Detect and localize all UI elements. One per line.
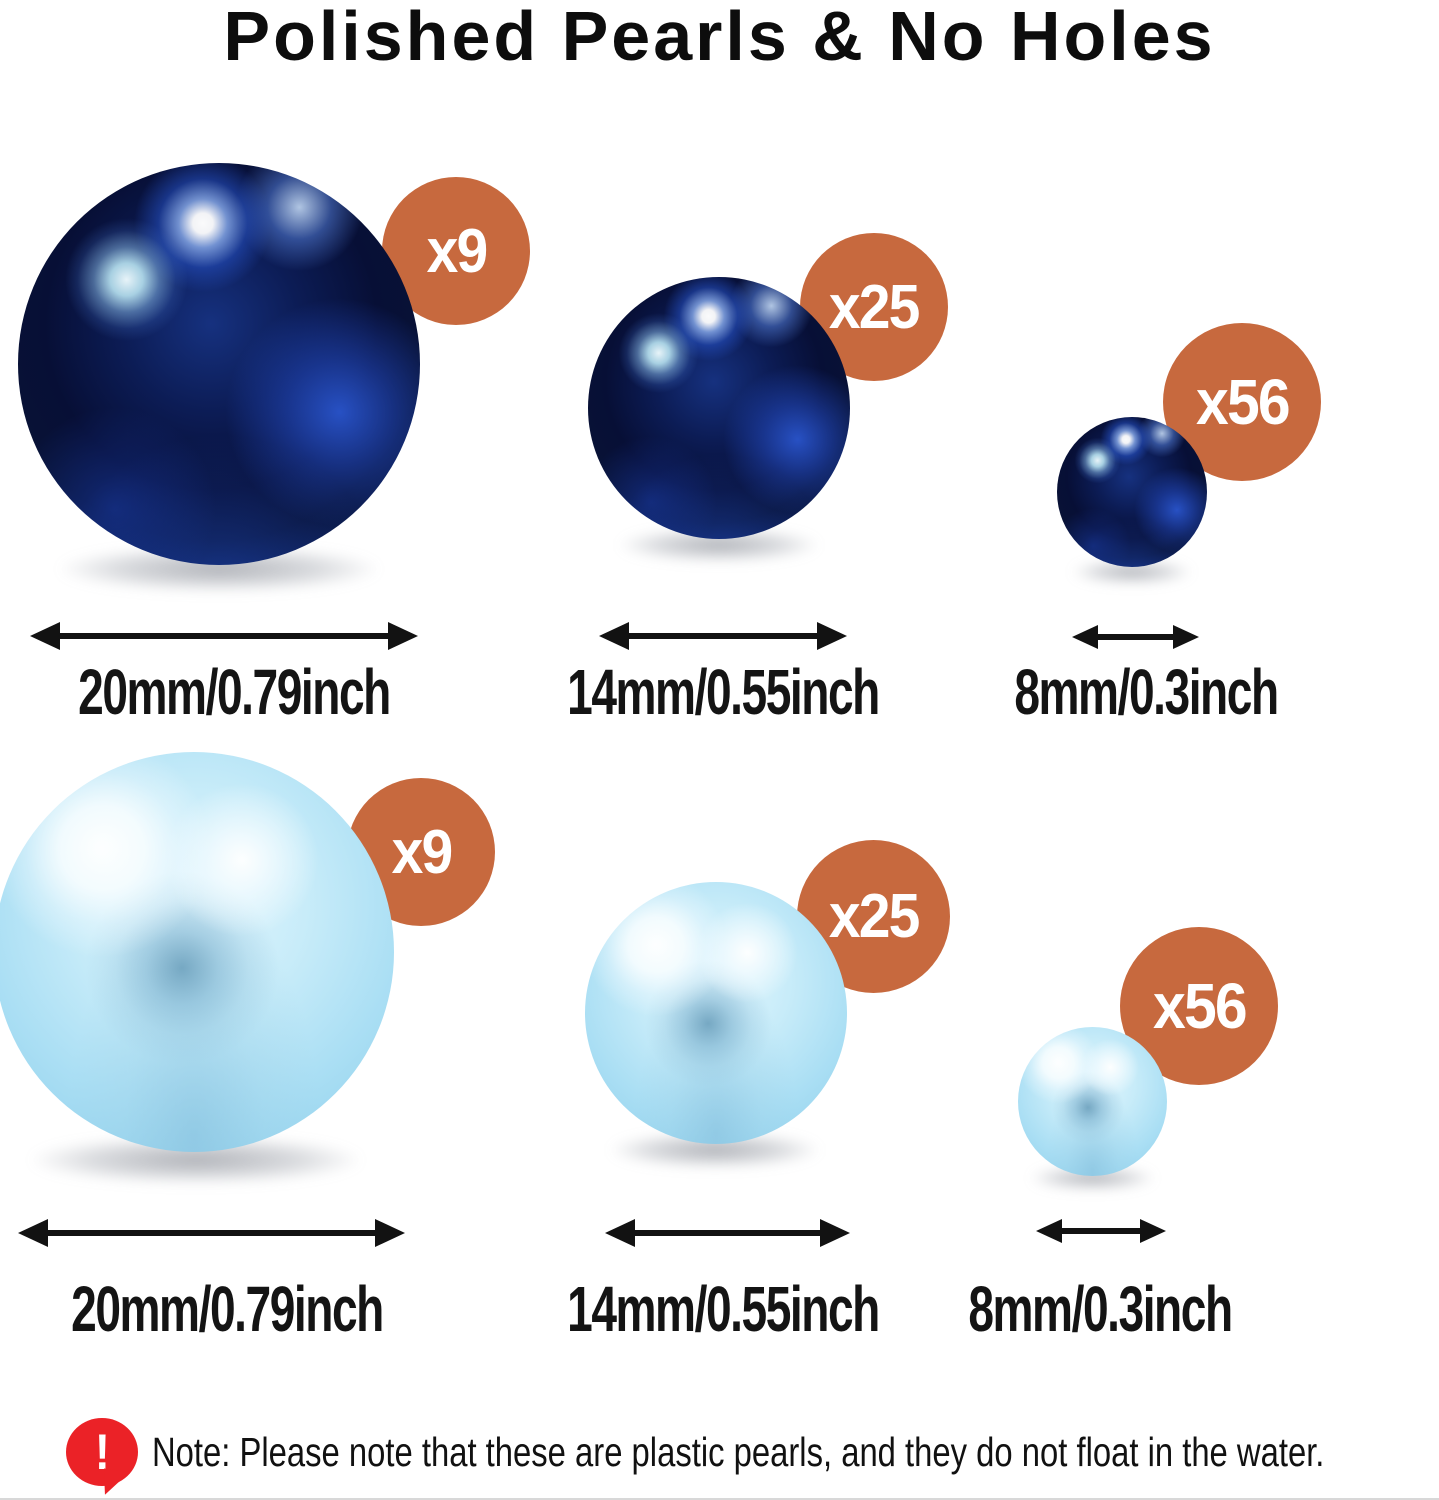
pearl-photo-blue-14mm bbox=[585, 882, 847, 1144]
diameter-label: 20mm/0.79inch bbox=[78, 656, 391, 728]
pearl-photo-navy-14mm bbox=[588, 277, 850, 539]
alert-icon-glyph: ! bbox=[94, 1424, 110, 1480]
quantity-badge-label: x56 bbox=[1195, 366, 1291, 438]
quantity-badge-label: x9 bbox=[391, 817, 453, 887]
diameter-arrow-icon bbox=[18, 1219, 405, 1247]
diameter-arrow-icon bbox=[30, 622, 418, 650]
diameter-arrow-icon bbox=[599, 622, 847, 650]
arrow-shaft bbox=[621, 633, 825, 639]
note-text: Note: Please note that these are plastic… bbox=[152, 1428, 1325, 1475]
quantity-badge-label: x56 bbox=[1152, 970, 1248, 1042]
diameter-arrow-icon bbox=[1036, 1219, 1166, 1243]
arrow-shaft bbox=[1056, 1228, 1146, 1234]
quantity-badge-label: x25 bbox=[828, 882, 921, 951]
bottom-divider bbox=[0, 1498, 1439, 1500]
alert-icon: ! bbox=[66, 1418, 138, 1486]
note-bar: ! Note: Please note that these are plast… bbox=[66, 1418, 1439, 1486]
arrow-shaft bbox=[1092, 634, 1179, 640]
quantity-badge-label: x9 bbox=[426, 216, 488, 286]
pearl-photo-blue-8mm bbox=[1018, 1027, 1167, 1176]
diameter-arrow-icon bbox=[1072, 625, 1199, 649]
quantity-badge-label: x25 bbox=[829, 272, 921, 342]
arrow-shaft bbox=[52, 633, 396, 639]
pearl-photo-navy-8mm bbox=[1057, 417, 1207, 567]
arrow-shaft bbox=[627, 1230, 828, 1236]
arrow-shaft bbox=[40, 1230, 383, 1236]
page-title: Polished Pearls & No Holes bbox=[223, 0, 1216, 75]
pearl-photo-blue-20mm bbox=[0, 752, 394, 1152]
diameter-arrow-icon bbox=[605, 1219, 850, 1247]
diameter-label: 8mm/0.3inch bbox=[1014, 656, 1279, 728]
pearl-photo-navy-20mm bbox=[18, 163, 420, 565]
diameter-label: 8mm/0.3inch bbox=[968, 1273, 1233, 1345]
quantity-badge-blue-20mm: x9 bbox=[347, 778, 495, 926]
diameter-label: 14mm/0.55inch bbox=[567, 656, 880, 728]
diameter-label: 20mm/0.79inch bbox=[71, 1273, 384, 1345]
diameter-label: 14mm/0.55inch bbox=[567, 1273, 880, 1345]
